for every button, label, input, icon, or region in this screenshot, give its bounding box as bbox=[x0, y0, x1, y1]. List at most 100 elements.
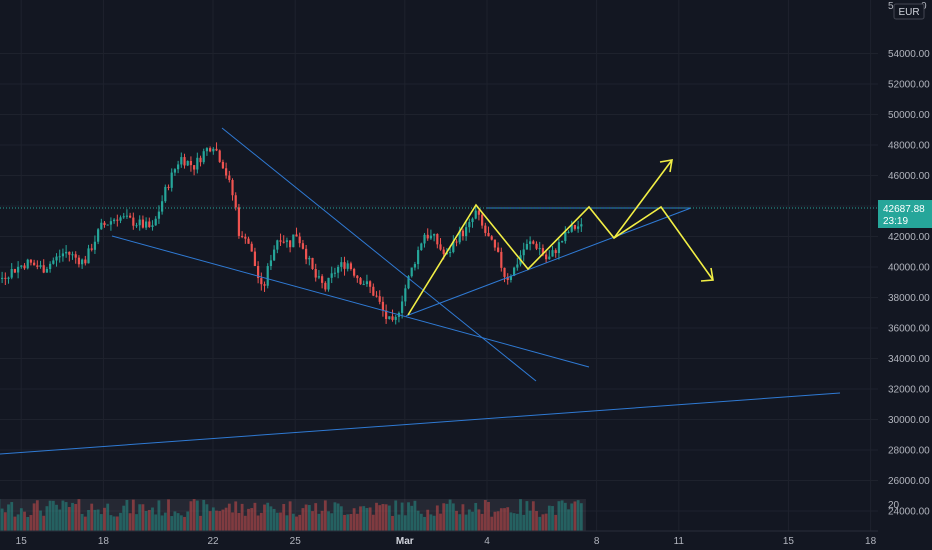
volume-bar bbox=[93, 509, 97, 531]
candle-body bbox=[442, 249, 445, 255]
candle-body bbox=[439, 244, 442, 250]
candle-body bbox=[381, 301, 385, 311]
candle-body bbox=[311, 257, 314, 269]
candle-body bbox=[429, 235, 433, 239]
volume-bar bbox=[147, 509, 151, 531]
candle-body bbox=[423, 234, 426, 244]
candle-body bbox=[49, 263, 52, 269]
time-axis[interactable]: 15 18 22 25 Mar 4 8 11 15 18 bbox=[0, 530, 878, 547]
trendline-long-term-support[interactable] bbox=[0, 392, 841, 455]
trendline-descending-upper[interactable] bbox=[221, 127, 537, 382]
currency-badge[interactable]: EUR bbox=[893, 3, 925, 20]
candle-body bbox=[212, 148, 215, 152]
volume-bar bbox=[13, 516, 17, 531]
candle-body bbox=[164, 186, 167, 202]
volume-bar bbox=[378, 505, 382, 531]
volume-bar bbox=[330, 513, 334, 531]
volume-axis-label: 20 bbox=[888, 500, 900, 511]
price-tick-label: 38000.00 bbox=[888, 293, 930, 304]
candle-body bbox=[365, 281, 369, 285]
candle-body bbox=[577, 226, 580, 229]
candle-body bbox=[205, 148, 209, 152]
volume-bar bbox=[96, 509, 100, 531]
volume-bar bbox=[307, 505, 311, 531]
volume-bar bbox=[211, 507, 215, 531]
candle-body bbox=[561, 241, 564, 243]
time-tick-label: 4 bbox=[484, 536, 490, 547]
volume-bar bbox=[451, 503, 455, 531]
price-tick-label: 24000.00 bbox=[888, 507, 930, 518]
trendline-descending-lower[interactable] bbox=[111, 235, 590, 368]
volume-bar bbox=[538, 516, 542, 531]
volume-bar bbox=[7, 504, 10, 531]
price-tick-label: 26000.00 bbox=[888, 476, 930, 487]
candle-body bbox=[321, 276, 324, 283]
candle-body bbox=[260, 278, 263, 285]
volume-bars bbox=[0, 499, 586, 531]
candle-body bbox=[90, 248, 93, 250]
candle-body bbox=[237, 207, 241, 236]
volume-bar bbox=[157, 500, 161, 531]
volume-bar bbox=[23, 511, 26, 531]
volume-bar bbox=[160, 515, 164, 531]
candle-body bbox=[493, 239, 497, 248]
volume-bar bbox=[391, 515, 394, 531]
triangle-support-line[interactable] bbox=[405, 207, 692, 317]
candle-body bbox=[487, 232, 490, 237]
candle-body bbox=[394, 316, 397, 320]
volume-bar bbox=[83, 516, 87, 531]
volume-bar bbox=[115, 516, 119, 531]
candle-body bbox=[244, 236, 247, 239]
candle-body bbox=[81, 259, 84, 265]
volume-bar bbox=[16, 514, 20, 531]
volume-bar bbox=[477, 509, 481, 531]
candle-body bbox=[426, 234, 429, 239]
candle-body bbox=[289, 240, 292, 248]
volume-bar bbox=[448, 499, 452, 531]
volume-bar bbox=[26, 516, 30, 531]
candle-body bbox=[404, 288, 407, 302]
candle-body bbox=[93, 241, 97, 250]
volume-bar bbox=[551, 506, 554, 531]
volume-bar bbox=[61, 500, 65, 531]
candle-body bbox=[548, 256, 551, 260]
volume-bar bbox=[208, 511, 212, 531]
currency-label: EUR bbox=[898, 7, 919, 18]
volume-bar bbox=[410, 505, 414, 531]
candle-body bbox=[209, 148, 212, 152]
candle-body bbox=[1, 277, 4, 280]
projection-up-arrow-line[interactable] bbox=[613, 159, 673, 239]
candle-body bbox=[573, 224, 577, 229]
volume-bar bbox=[336, 503, 340, 531]
candle-body bbox=[84, 259, 87, 264]
volume-bar bbox=[371, 514, 375, 531]
volume-bar bbox=[231, 512, 234, 531]
volume-bar bbox=[467, 509, 471, 531]
drawings[interactable] bbox=[0, 127, 878, 455]
candle-body bbox=[215, 148, 218, 151]
candle-body bbox=[413, 264, 417, 268]
time-tick-label: 11 bbox=[674, 536, 685, 547]
volume-bar bbox=[560, 500, 564, 531]
candle-body bbox=[109, 221, 113, 225]
volume-bar bbox=[275, 512, 279, 531]
volume-bar bbox=[90, 503, 94, 531]
candle-body bbox=[455, 241, 458, 243]
volume-bar bbox=[163, 512, 167, 531]
candle-body bbox=[356, 275, 359, 279]
projection-down-arrow-head bbox=[700, 267, 714, 282]
volume-bar bbox=[285, 515, 289, 531]
candle-body bbox=[189, 160, 193, 166]
projection-zigzag[interactable] bbox=[407, 203, 714, 316]
volume-bar bbox=[522, 514, 526, 531]
last-price-tag: 42687.88 23:19 bbox=[878, 200, 932, 228]
volume-bar bbox=[311, 511, 314, 531]
volume-bar bbox=[186, 511, 190, 531]
candle-body bbox=[564, 231, 567, 242]
price-axis[interactable]: 5 0 24000.0026000.0028000.0030000.003200… bbox=[878, 0, 932, 550]
candle-body bbox=[71, 254, 74, 256]
candle-body bbox=[228, 175, 231, 181]
volume-bar bbox=[51, 500, 55, 531]
candle-body bbox=[436, 234, 439, 245]
